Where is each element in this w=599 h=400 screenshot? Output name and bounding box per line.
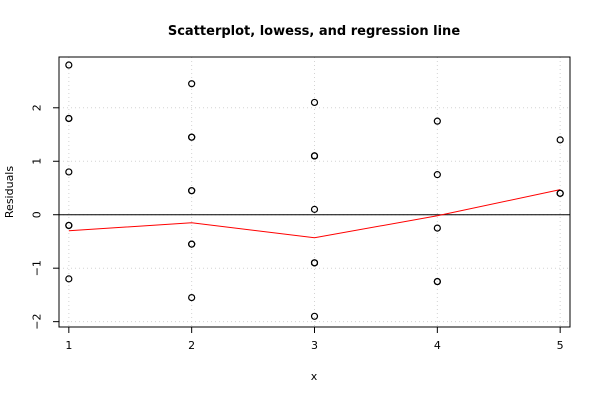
x-tick-label-1: 1 [65,339,72,352]
data-points [65,61,564,320]
y-tick-label-1: 1 [31,158,44,165]
lowess-curve [68,189,561,239]
data-point-29 [556,189,564,197]
data-point-26 [433,277,441,286]
x-axis-label: x [311,370,318,383]
data-point-20 [310,259,319,267]
data-point-2 [65,114,73,123]
x-axis: 1 2 3 4 5 [65,326,564,352]
data-point-5 [65,221,73,230]
data-point-15 [310,98,319,107]
x-tick-label-2: 2 [188,339,195,352]
x-tick-label-4: 4 [434,339,441,352]
data-point-0 [65,61,73,69]
data-point-22 [433,117,441,125]
chart-title: Scatterplot, lowess, and regression line [168,24,460,39]
y-tick-label-2: 2 [31,104,44,111]
y-axis: −2 −1 0 1 2 [31,104,60,330]
lowess-polyline [68,189,561,239]
data-point-7 [188,80,196,88]
data-point-11 [188,187,196,195]
y-tick-label--1: −1 [31,260,44,276]
x-tick-label-3: 3 [311,339,318,352]
y-axis-label: Residuals [3,166,16,218]
x-tick-label-5: 5 [557,339,564,352]
data-point-14 [188,293,196,302]
y-tick-label--2: −2 [31,314,44,330]
data-point-13 [188,240,196,248]
data-point-24 [433,224,441,232]
data-point-18 [310,205,319,213]
data-point-3 [65,168,73,176]
data-point-27 [556,136,564,144]
data-point-9 [188,133,196,141]
data-point-21 [310,312,319,320]
y-tick-label-0: 0 [31,211,44,218]
data-point-6 [65,275,73,283]
grid-lines [59,57,570,327]
data-point-23 [433,171,441,179]
data-point-17 [310,152,319,160]
